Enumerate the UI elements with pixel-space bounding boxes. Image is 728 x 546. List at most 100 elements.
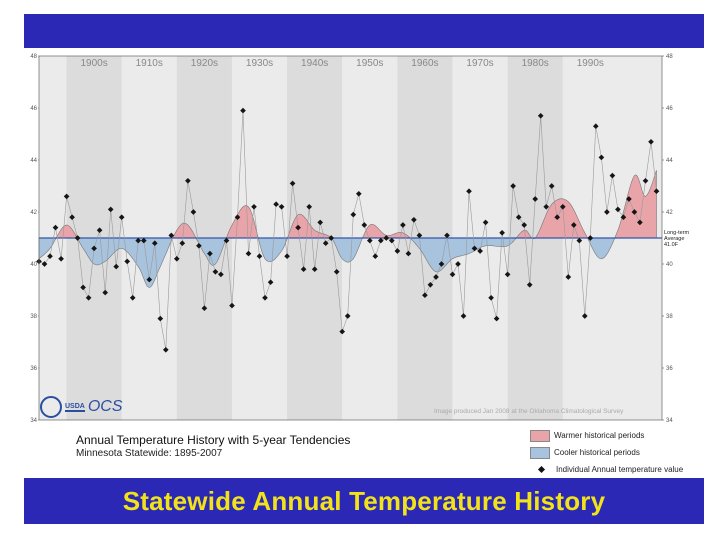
annual-point (146, 276, 153, 283)
annual-point (609, 172, 616, 179)
annual-point (653, 188, 660, 195)
legend-item-warm: Warmer historical periods (530, 427, 710, 444)
y-tick-label-right: 44 (666, 158, 673, 164)
legend-item-cool: Cooler historical periods (530, 444, 710, 461)
annual-point (383, 235, 390, 241)
annual-point (532, 196, 539, 202)
annual-point (604, 209, 610, 215)
chart-frame: 1900s 1910s 1920s 1930s 1940s 1950s 1960s 1970s… (24, 48, 704, 478)
y-tick-label-left: 48 (30, 54, 37, 60)
annual-point (322, 240, 329, 247)
annual-point (135, 237, 142, 244)
annual-point (129, 294, 136, 301)
annual-point (466, 188, 472, 195)
usda-circle-icon (40, 396, 62, 418)
y-tick-label-left: 42 (30, 210, 37, 216)
temperature-chart: 1900s 1910s 1920s 1930s 1940s 1950s 1960s 1970s… (30, 54, 689, 424)
decade-label: 1900s (81, 58, 108, 69)
annual-point (615, 206, 621, 213)
decade-label: 1940s (301, 58, 328, 69)
annual-point (361, 222, 368, 228)
annual-point (256, 253, 263, 260)
annual-point (96, 227, 103, 234)
chart-subtitle: Minnesota Statewide: 1895-2007 (76, 448, 223, 459)
annual-point (416, 232, 423, 239)
annual-point (427, 281, 434, 288)
usda-ocs-logo: USDA OCS (40, 396, 123, 418)
annual-point (433, 274, 439, 280)
warm-area (534, 198, 588, 239)
annual-point (620, 214, 627, 221)
baseline-label: 41.0F (664, 242, 679, 248)
annual-point (537, 112, 544, 119)
annual-point (118, 214, 125, 221)
y-tick-label-right: 34 (666, 418, 673, 424)
annual-point (576, 237, 583, 244)
cool-area (330, 237, 363, 263)
annual-point (515, 214, 522, 221)
cool-area (195, 237, 227, 266)
annual-point (102, 289, 109, 296)
annual-point (477, 248, 483, 254)
plot-border (38, 55, 663, 421)
annual-point (444, 232, 450, 239)
annual-point (554, 214, 561, 221)
annual-point (543, 203, 550, 210)
annual-point (570, 222, 577, 228)
annual-point (317, 219, 324, 226)
annual-point (587, 235, 594, 241)
legend-item-points: Individual Annual temperature value (530, 461, 710, 478)
annual-point (377, 237, 384, 244)
annual-point (212, 268, 219, 275)
annual-point (151, 240, 158, 247)
annual-point (559, 203, 566, 210)
baseline-label: Average (664, 236, 684, 242)
top-banner (24, 14, 704, 48)
bottom-banner: Statewide Annual Temperature History (24, 478, 704, 524)
annual-point (521, 222, 528, 228)
annual-point (548, 183, 555, 189)
annual-point (388, 237, 395, 244)
decade-label: 1960s (411, 58, 438, 69)
slide-title: Statewide Annual Temperature History (122, 485, 606, 516)
image-credit: Image produced Jan 2008 at the Oklahoma … (434, 408, 624, 415)
annual-point (179, 240, 186, 247)
annual-point (300, 266, 307, 273)
y-tick-label-left: 38 (30, 314, 37, 320)
y-tick-label-right: 38 (666, 314, 673, 320)
annual-point (196, 242, 202, 249)
annual-point (405, 250, 412, 257)
annual-point (438, 261, 445, 267)
annual-point (85, 294, 92, 301)
annual-point (504, 271, 511, 278)
warm-area (614, 170, 657, 239)
y-tick-label-right: 48 (666, 54, 673, 60)
chart-legend: Warmer historical periods Cooler histori… (530, 427, 710, 478)
annual-point (207, 250, 213, 257)
y-tick-label-right: 40 (666, 262, 673, 268)
annual-point (190, 209, 197, 215)
y-tick-label-right: 42 (666, 210, 673, 216)
annual-point (482, 219, 489, 226)
y-tick-label-left: 46 (30, 106, 37, 112)
annual-point (58, 255, 64, 262)
ocs-text: OCS (87, 398, 123, 415)
decade-label: 1990s (577, 58, 604, 69)
annual-point (201, 305, 208, 312)
diamond-icon (537, 465, 546, 474)
annual-point (493, 315, 500, 322)
annual-point (262, 294, 268, 301)
warm-area (515, 229, 533, 239)
cool-area (587, 237, 616, 260)
annual-point (267, 279, 274, 286)
annual-point (273, 201, 279, 208)
warm-area (55, 224, 78, 239)
annual-point (394, 248, 401, 254)
annual-point (350, 211, 357, 218)
annual-point (185, 177, 191, 184)
annual-point (355, 190, 362, 197)
annual-point (284, 253, 290, 260)
annual-point (372, 253, 379, 260)
decade-label: 1950s (356, 58, 383, 69)
annual-point (592, 123, 599, 130)
